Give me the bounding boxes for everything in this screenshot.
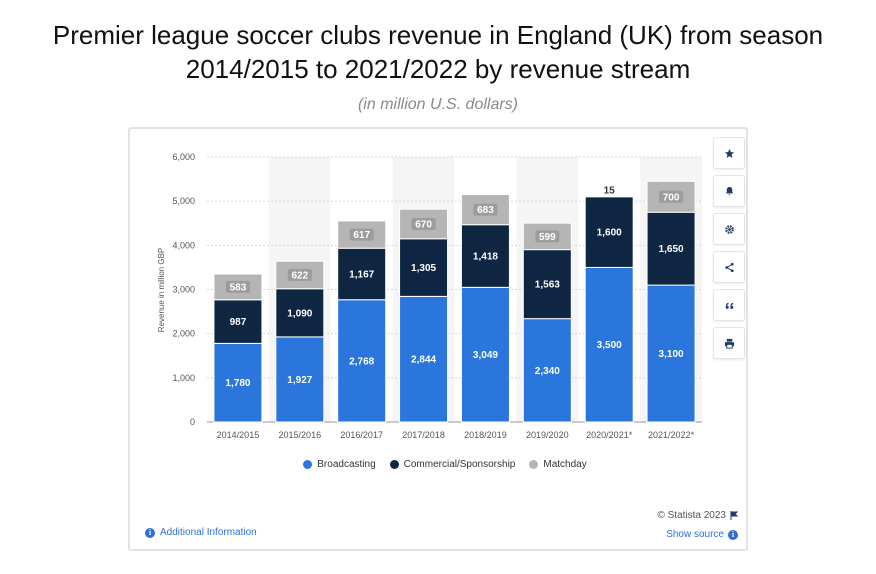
- additional-information-text: Additional Information: [160, 527, 257, 538]
- data-label: 617: [353, 230, 370, 241]
- bar-segment-commercial-sponsorship: [584, 196, 634, 268]
- data-label-background: [535, 230, 560, 243]
- legend-swatch-broadcasting: [303, 460, 313, 469]
- y-tick-label: 4,000: [172, 240, 195, 250]
- x-tick-label: 2016/2017: [340, 430, 383, 440]
- legend-label-broadcasting: Broadcasting: [317, 459, 376, 470]
- bar-segment-broadcasting: [275, 336, 325, 423]
- x-tick-label: 2014/2015: [217, 430, 260, 440]
- data-label: 1,563: [535, 280, 560, 291]
- data-label-background: [473, 203, 498, 216]
- legend-label-matchday: Matchday: [543, 459, 587, 470]
- data-label: 1,650: [659, 244, 684, 255]
- print-icon[interactable]: [713, 327, 745, 359]
- data-label: 2,844: [411, 355, 436, 366]
- bar-segment-broadcasting: [646, 284, 696, 423]
- legend-swatch-matchday: [529, 460, 539, 469]
- bar-segment-matchday: [522, 222, 572, 251]
- data-label: 1,418: [473, 252, 498, 263]
- x-tick-label: 2020/2021*: [586, 430, 633, 440]
- bar-segment-broadcasting: [337, 299, 387, 423]
- bar-segment-commercial-sponsorship: [646, 211, 696, 286]
- legend-swatch-commercial: [389, 460, 399, 469]
- data-label: 683: [477, 205, 494, 216]
- data-label: 1,305: [411, 263, 436, 274]
- show-source-text: Show source: [666, 529, 724, 540]
- data-label: 700: [663, 192, 680, 203]
- gear-icon[interactable]: [713, 213, 745, 245]
- x-tick-label: 2019/2020: [526, 430, 569, 440]
- bar-segment-commercial-sponsorship: [399, 238, 449, 297]
- y-axis-title: Revenue in million GBP: [157, 248, 166, 332]
- data-label: 670: [415, 219, 432, 230]
- chart-title-line-2: 2014/2015 to 2021/2022 by revenue stream: [185, 54, 691, 84]
- flag-icon: [730, 511, 738, 520]
- y-tick-label: 3,000: [172, 285, 195, 295]
- legend-label-commercial: Commercial/Sponsorship: [403, 459, 516, 470]
- legend-item-commercial[interactable]: Commercial/Sponsorship: [389, 459, 516, 470]
- quote-icon[interactable]: [713, 289, 745, 321]
- x-tick-label: 2021/2022*: [648, 430, 695, 440]
- bar-segment-broadcasting: [460, 286, 510, 423]
- bar-segment-matchday: [399, 208, 449, 240]
- info-icon: i: [145, 527, 155, 538]
- data-label-background: [225, 280, 250, 293]
- x-tick-label: 2017/2018: [402, 430, 445, 440]
- data-label: 1,780: [225, 378, 250, 389]
- data-label: 583: [230, 282, 247, 293]
- star-icon[interactable]: [713, 137, 745, 169]
- bar-segment-broadcasting: [399, 295, 449, 423]
- bell-icon[interactable]: [713, 175, 745, 207]
- bar-segment-commercial-sponsorship: [213, 299, 263, 344]
- y-tick-label: 5,000: [172, 196, 195, 206]
- bar-segment-commercial-sponsorship: [275, 288, 325, 338]
- statista-copyright[interactable]: © Statista 2023: [657, 510, 738, 521]
- y-tick-label: 0: [190, 417, 195, 427]
- data-label-background: [659, 190, 684, 203]
- legend-item-broadcasting[interactable]: Broadcasting: [303, 459, 376, 470]
- data-label-background: [411, 217, 436, 230]
- legend-item-matchday[interactable]: Matchday: [529, 459, 587, 470]
- bar-segment-broadcasting: [584, 266, 634, 423]
- chart-title: Premier league soccer clubs revenue in E…: [0, 18, 876, 86]
- data-label: 2,768: [349, 356, 374, 367]
- share-icon[interactable]: [713, 251, 745, 283]
- bar-segment-commercial-sponsorship: [522, 249, 572, 320]
- x-tick-label: 2015/2016: [279, 430, 322, 440]
- data-label: 15: [604, 186, 616, 197]
- data-label-background: [349, 228, 374, 241]
- data-label: 3,500: [597, 340, 622, 351]
- data-label-background: [597, 184, 622, 197]
- data-label-background: [287, 269, 312, 282]
- data-label: 3,100: [659, 349, 684, 360]
- data-label: 2,340: [535, 366, 560, 377]
- y-tick-label: 1,000: [172, 373, 195, 383]
- data-label: 987: [230, 317, 247, 328]
- data-label: 1,167: [349, 269, 374, 280]
- data-label: 3,049: [473, 350, 498, 361]
- data-label: 599: [539, 232, 556, 243]
- data-label: 1,927: [287, 375, 312, 386]
- copyright-text: © Statista 2023: [657, 510, 726, 521]
- chart-toolbar: [713, 137, 745, 365]
- info-icon: i: [728, 529, 738, 540]
- chart-subtitle: (in million U.S. dollars): [357, 96, 519, 113]
- y-tick-label: 2,000: [172, 329, 195, 339]
- show-source-link[interactable]: Show source i: [666, 529, 738, 540]
- chart-legend: Broadcasting Commercial/Sponsorship Matc…: [280, 459, 610, 470]
- additional-information-link[interactable]: i Additional Information: [145, 527, 257, 538]
- data-label: 1,090: [287, 308, 312, 319]
- x-tick-label: 2018/2019: [464, 430, 507, 440]
- y-tick-label: 6,000: [172, 152, 195, 162]
- data-label: 1,600: [597, 228, 622, 239]
- chart-title-line-1: Premier league soccer clubs revenue in E…: [52, 20, 824, 50]
- data-label: 622: [291, 271, 308, 282]
